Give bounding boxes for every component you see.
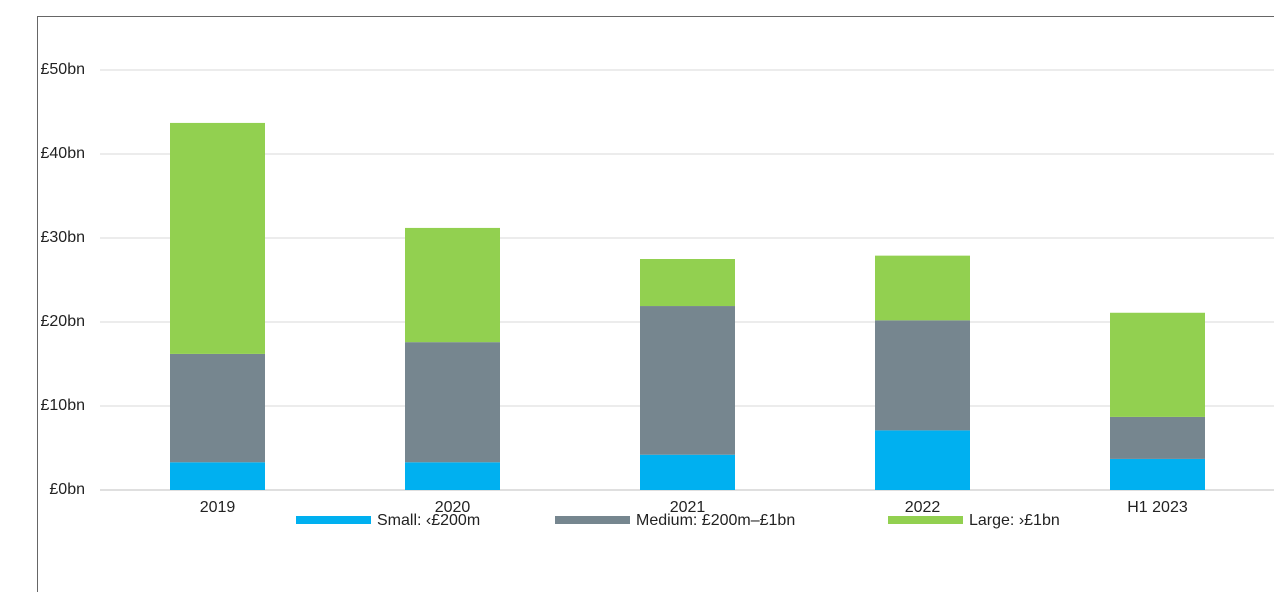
bar-segment: [1110, 417, 1205, 459]
bar-segment: [405, 228, 500, 342]
legend-label: Large: ›£1bn: [969, 512, 1060, 529]
x-tick-label: 2019: [200, 499, 236, 516]
y-tick-label: £30bn: [41, 229, 86, 246]
y-tick-label: £0bn: [49, 481, 85, 498]
legend-swatch: [296, 516, 371, 524]
bar-segment: [405, 462, 500, 490]
bar-segment: [875, 256, 970, 321]
legend-swatch: [888, 516, 963, 524]
y-tick-label: £20bn: [41, 313, 86, 330]
bar-segment: [170, 354, 265, 462]
y-tick-label: £10bn: [41, 397, 86, 414]
bar-segment: [640, 259, 735, 306]
bar-segment: [405, 342, 500, 462]
bar-segment: [170, 462, 265, 490]
bar-segment: [1110, 459, 1205, 490]
bar-segment: [875, 430, 970, 490]
legend-label: Small: ‹£200m: [377, 512, 480, 529]
bar-segment: [170, 123, 265, 354]
bar-segment: [640, 455, 735, 490]
legend-swatch: [555, 516, 630, 524]
bar-segment: [1110, 313, 1205, 417]
bar-segment: [875, 320, 970, 430]
x-tick-label: H1 2023: [1127, 499, 1188, 516]
legend-label: Medium: £200m–£1bn: [636, 512, 795, 529]
x-tick-label: 2022: [905, 499, 941, 516]
y-tick-label: £40bn: [41, 145, 86, 162]
bar-segment: [640, 306, 735, 455]
y-tick-label: £50bn: [41, 61, 86, 78]
